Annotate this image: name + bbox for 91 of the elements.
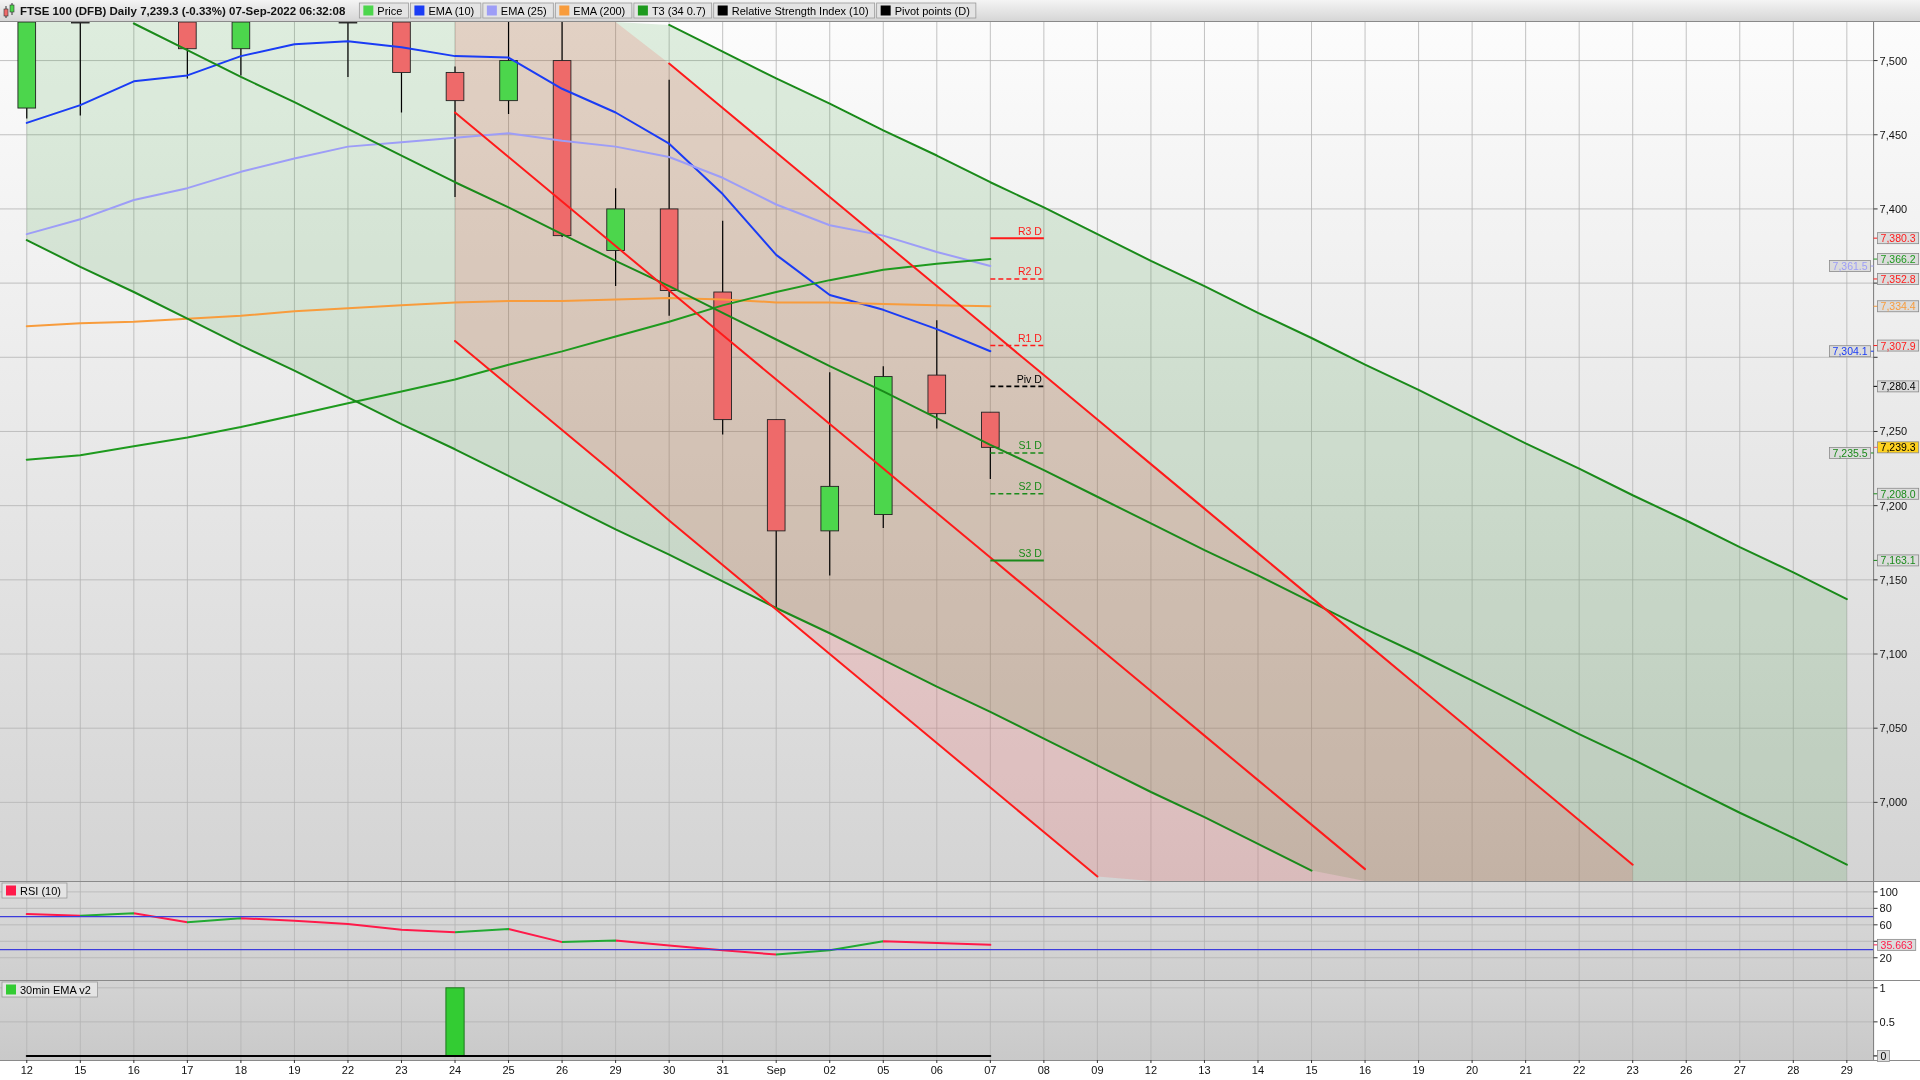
line-series: [25, 132, 992, 268]
y-tick-label: 7,250: [1879, 425, 1908, 438]
x-tick-label: 29: [1840, 1064, 1853, 1076]
y3-tick-label: 7,304.1: [1832, 345, 1868, 358]
line-series: [25, 40, 992, 353]
x-tick-label: 19: [1412, 1064, 1425, 1076]
y2-tick-label: 7,208.0: [1880, 487, 1916, 500]
line-series: [668, 62, 1634, 866]
line-series: [25, 239, 1313, 872]
y-tick-label: 7,200: [1879, 499, 1908, 512]
x-tick-label: 23: [1626, 1064, 1639, 1076]
x-tick-label: 19: [288, 1064, 301, 1076]
chart-title: FTSE 100 (DFB) Daily 7,239.3 (-0.33%) 07-Sep-2022 06:32:08: [20, 5, 346, 17]
x-tick-label: 22: [341, 1064, 355, 1076]
candlestick: [338, 22, 358, 78]
x-tick-label: 24: [448, 1064, 462, 1076]
y-tick-label: 7,450: [1879, 128, 1908, 141]
y2-tick-label: 7,334.4: [1880, 300, 1916, 313]
x-tick-label: 29: [609, 1064, 622, 1076]
y2-tick-label: 7,352.8: [1880, 272, 1916, 285]
x-tick-label: Sep: [766, 1064, 786, 1076]
x-tick-label: 02: [823, 1064, 836, 1076]
text: Pivot points (D): [894, 5, 970, 17]
x-tick-label: 08: [1037, 1064, 1050, 1076]
x-tick-label: 23: [395, 1064, 408, 1076]
legend-label: Price: [377, 5, 403, 17]
legend-label: EMA (25): [500, 5, 547, 17]
y2-tick-label: 7,280.4: [1880, 380, 1916, 393]
line-series: [25, 912, 992, 956]
line-series: [454, 111, 1367, 871]
x-tick-label: 27: [1733, 1064, 1746, 1076]
candlestick: [71, 22, 90, 117]
y-tick-label: 7,050: [1879, 722, 1908, 735]
x-tick-label: 22: [1573, 1064, 1586, 1076]
y-tick-label: 0: [1880, 1049, 1887, 1062]
line-series: [25, 258, 992, 461]
y3-tick-label: 7,235.5: [1832, 446, 1868, 459]
x-tick-label: 26: [555, 1064, 569, 1076]
y2-tick-label: 7,163.1: [1880, 554, 1916, 567]
y-tick-label: 7,000: [1879, 796, 1908, 809]
y-tick-label: 7,500: [1879, 54, 1908, 67]
x-tick-label: 15: [74, 1064, 87, 1076]
y2-tick-label: 7,307.9: [1880, 339, 1916, 352]
x-tick-label: 06: [930, 1064, 943, 1076]
x-tick-label: 26: [1680, 1064, 1693, 1076]
y-tick-label: 60: [1879, 918, 1892, 931]
x-tick-label: 12: [1144, 1064, 1158, 1076]
y-tick-label: 0.5: [1879, 1015, 1895, 1028]
y3-tick-label: 7,361.5: [1832, 260, 1868, 273]
x-tick-label: 28: [1787, 1064, 1800, 1076]
y-tick-label: 20: [1879, 951, 1892, 964]
line-series: [25, 296, 992, 328]
x-tick-label: 07: [984, 1064, 997, 1076]
x-tick-label: 09: [1091, 1064, 1104, 1076]
x-tick-label: 14: [1251, 1064, 1265, 1076]
x-tick-label: 31: [716, 1064, 729, 1076]
y2-tick-label: 7,380.3: [1880, 232, 1916, 245]
x-tick-label: 15: [1305, 1064, 1318, 1076]
y-tick-label: 80: [1879, 902, 1892, 915]
x-tick-label: 12: [20, 1064, 33, 1076]
x-tick-label: 21: [1519, 1064, 1532, 1076]
y-tick-label: 100: [1879, 885, 1898, 898]
ref-line-label: Piv D: [1016, 372, 1043, 385]
ref-line-label: S1 D: [1018, 439, 1043, 452]
y2-tick-label: 7,239.3: [1880, 441, 1916, 454]
x-tick-label: 05: [877, 1064, 890, 1076]
x-tick-label: 13: [1198, 1064, 1211, 1076]
y-tick-label: 7,100: [1879, 648, 1908, 661]
text: Relative Strength Index (10): [731, 5, 869, 17]
legend-label: RSI (10): [20, 885, 61, 897]
x-tick-label: 16: [1358, 1064, 1372, 1076]
legend-label: EMA (200): [573, 5, 626, 17]
x-tick-label: 16: [127, 1064, 140, 1076]
y-tick-label: 35.663: [1880, 938, 1913, 951]
x-tick-label: 20: [1465, 1064, 1479, 1076]
legend-label: T3 (34 0.7): [651, 5, 706, 17]
ref-line-label: R3 D: [1017, 224, 1043, 237]
y2-tick-label: 7,366.2: [1880, 253, 1916, 266]
ref-line-label: R1 D: [1017, 332, 1043, 345]
y-tick-label: 1: [1879, 981, 1886, 994]
legend-label: 30min EMA v2: [20, 984, 91, 996]
y-tick-label: 7,150: [1879, 573, 1908, 586]
ref-line-label: S3 D: [1018, 546, 1043, 559]
x-tick-label: 17: [181, 1064, 194, 1076]
legend-label: EMA (10): [428, 5, 475, 17]
x-tick-label: 18: [234, 1064, 248, 1076]
x-tick-label: 25: [502, 1064, 515, 1076]
y-tick-label: 7,400: [1879, 202, 1908, 215]
ref-line-label: S2 D: [1018, 480, 1043, 493]
x-tick-label: 30: [663, 1064, 676, 1076]
ref-line-label: R2 D: [1017, 265, 1043, 278]
